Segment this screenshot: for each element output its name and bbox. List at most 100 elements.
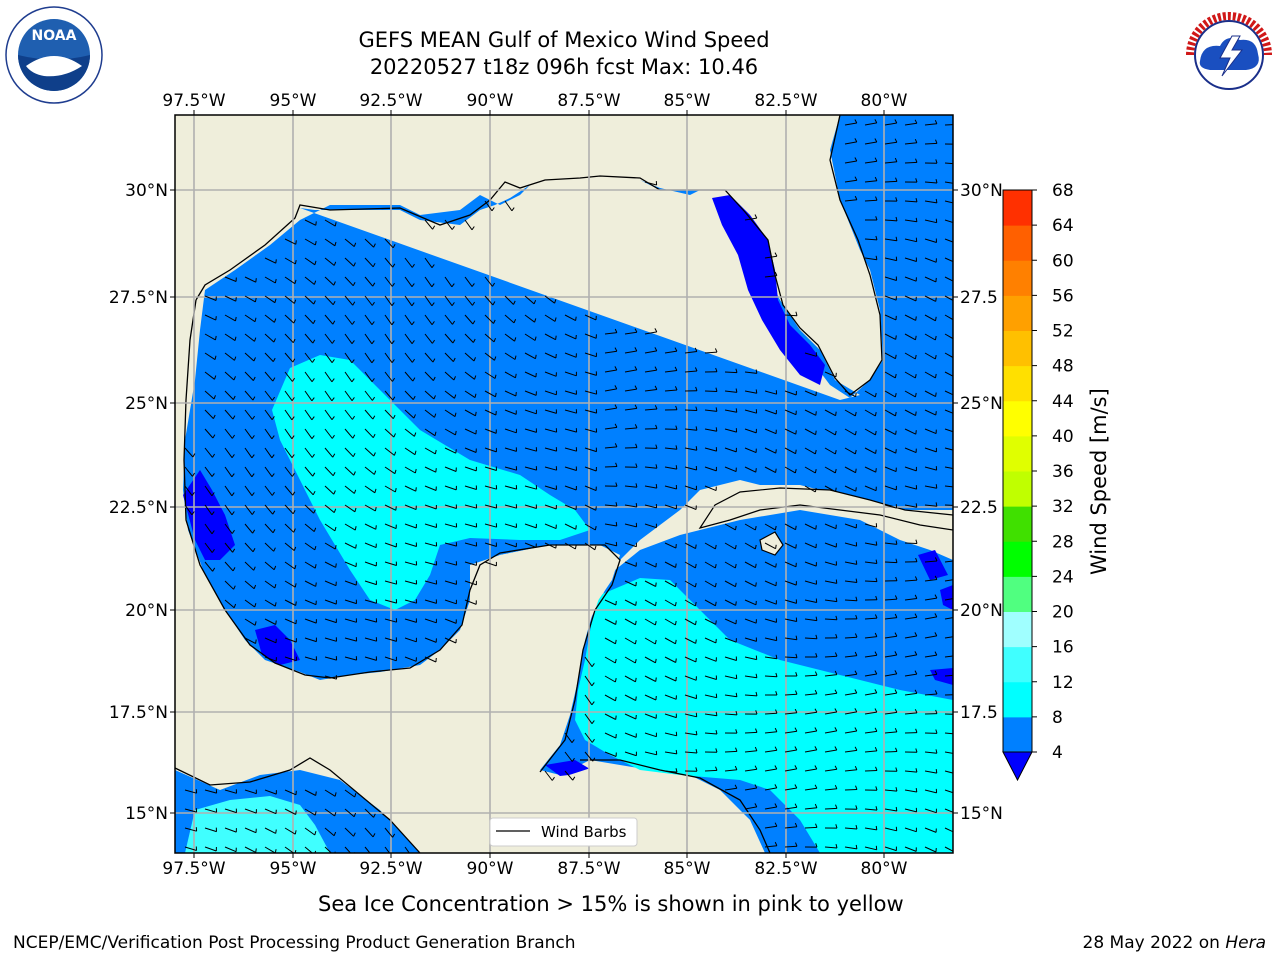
wind-barb xyxy=(264,618,276,625)
wind-barb xyxy=(424,637,437,643)
wind-barb-feather xyxy=(734,765,738,770)
wind-barb-feather xyxy=(655,444,658,449)
wind-barb-feather xyxy=(331,434,335,439)
wind-barb xyxy=(464,485,477,490)
wind-barb-feather xyxy=(254,297,257,303)
wind-barb-feather xyxy=(635,503,638,508)
wind-barb-feather xyxy=(655,464,658,469)
wind-barb xyxy=(564,390,577,395)
wind-barb xyxy=(324,808,335,817)
wind-barb-feather xyxy=(935,749,938,754)
colorbar-segment xyxy=(1003,541,1032,577)
wind-barb xyxy=(604,369,617,373)
wind-barb-feather xyxy=(314,830,317,836)
wind-barb-feather xyxy=(874,670,878,675)
wind-barb-feather xyxy=(655,582,657,587)
wind-barb xyxy=(364,295,373,306)
wind-barb xyxy=(724,769,737,772)
wind-barb-feather xyxy=(655,484,658,489)
wind-barb xyxy=(464,523,477,528)
wind-barb xyxy=(684,485,697,491)
wind-barb xyxy=(304,789,316,796)
wind-barb-feather xyxy=(274,278,277,284)
wind-barb xyxy=(264,428,273,440)
wind-barb xyxy=(764,580,777,587)
wind-barb xyxy=(264,447,273,459)
wind-barb xyxy=(624,618,636,626)
wind-barb xyxy=(304,447,313,458)
wind-barb xyxy=(644,751,657,756)
wind-barb xyxy=(744,523,756,531)
wind-barb-feather xyxy=(794,468,797,474)
wind-barb-feather xyxy=(734,544,737,550)
wind-barb xyxy=(304,561,316,569)
wind-barb xyxy=(784,523,796,531)
wind-barb-feather xyxy=(273,547,276,552)
wind-barb xyxy=(844,673,857,677)
wind-barb xyxy=(884,504,897,509)
wind-barb-feather xyxy=(854,651,858,656)
wind-barb-feather xyxy=(934,670,938,675)
wind-barb xyxy=(304,333,314,344)
wind-barb xyxy=(324,485,335,495)
wind-barb xyxy=(664,618,676,626)
wind-barb-feather xyxy=(252,548,256,553)
colorbar-segment xyxy=(1003,225,1032,261)
wind-barb xyxy=(464,314,474,325)
wind-barb xyxy=(944,846,953,852)
wind-barb xyxy=(244,599,255,608)
wind-barb xyxy=(844,730,857,734)
wind-barb xyxy=(584,713,593,724)
wind-barb xyxy=(664,466,677,470)
colorbar-label: Wind Speed [m/s] xyxy=(1087,388,1111,575)
wind-barb-feather xyxy=(735,582,737,587)
wind-barb-feather xyxy=(755,369,758,374)
wind-barb xyxy=(284,561,296,570)
wind-barb-feather xyxy=(373,813,376,818)
wind-barb xyxy=(484,409,497,416)
wind-barb xyxy=(324,238,336,247)
wind-barb-feather xyxy=(351,415,356,420)
wind-barb xyxy=(704,561,716,569)
wind-barb-feather xyxy=(191,492,195,496)
wind-barb-feather xyxy=(275,259,277,264)
wind-barb xyxy=(904,692,917,696)
wind-barb-feather xyxy=(715,711,718,716)
wind-barb xyxy=(304,827,316,836)
wind-barb xyxy=(784,561,797,568)
wind-barb xyxy=(724,580,736,588)
wind-barb-feather xyxy=(415,487,417,492)
wind-barb xyxy=(764,390,777,395)
wind-barb xyxy=(364,447,375,457)
wind-barb xyxy=(224,314,236,322)
wind-barb-feather xyxy=(554,317,557,322)
lon-tick-top: 87.5°W xyxy=(557,91,620,111)
colorbar-segment xyxy=(1003,260,1032,296)
wind-barb-feather xyxy=(411,302,415,307)
wind-barb-feather xyxy=(352,452,356,457)
wind-barb-feather xyxy=(774,803,778,808)
wind-barb-feather xyxy=(453,376,456,381)
lat-tick-right: 30°N xyxy=(960,181,1003,201)
wind-barb-feather xyxy=(935,178,938,184)
wind-barb xyxy=(944,808,953,813)
wind-barb-feather xyxy=(634,366,638,371)
wind-barb-feather xyxy=(431,339,436,344)
wind-barb xyxy=(744,428,757,434)
wind-barb xyxy=(884,314,897,321)
wind-barb xyxy=(824,655,838,658)
wind-barb xyxy=(384,504,397,511)
wind-barb xyxy=(924,409,937,416)
wind-barb xyxy=(784,542,797,549)
wind-barb xyxy=(524,409,537,415)
wind-barb xyxy=(624,427,638,430)
wind-barb xyxy=(584,390,597,395)
wind-barb xyxy=(744,656,757,661)
wind-barb-feather xyxy=(894,728,898,733)
wind-barb xyxy=(784,712,797,715)
wind-barb-feather xyxy=(735,710,738,716)
wind-barb-feather xyxy=(615,620,617,625)
wind-barb xyxy=(604,713,616,720)
florida-coast-low-wind xyxy=(712,195,825,385)
wind-barb xyxy=(304,485,314,496)
